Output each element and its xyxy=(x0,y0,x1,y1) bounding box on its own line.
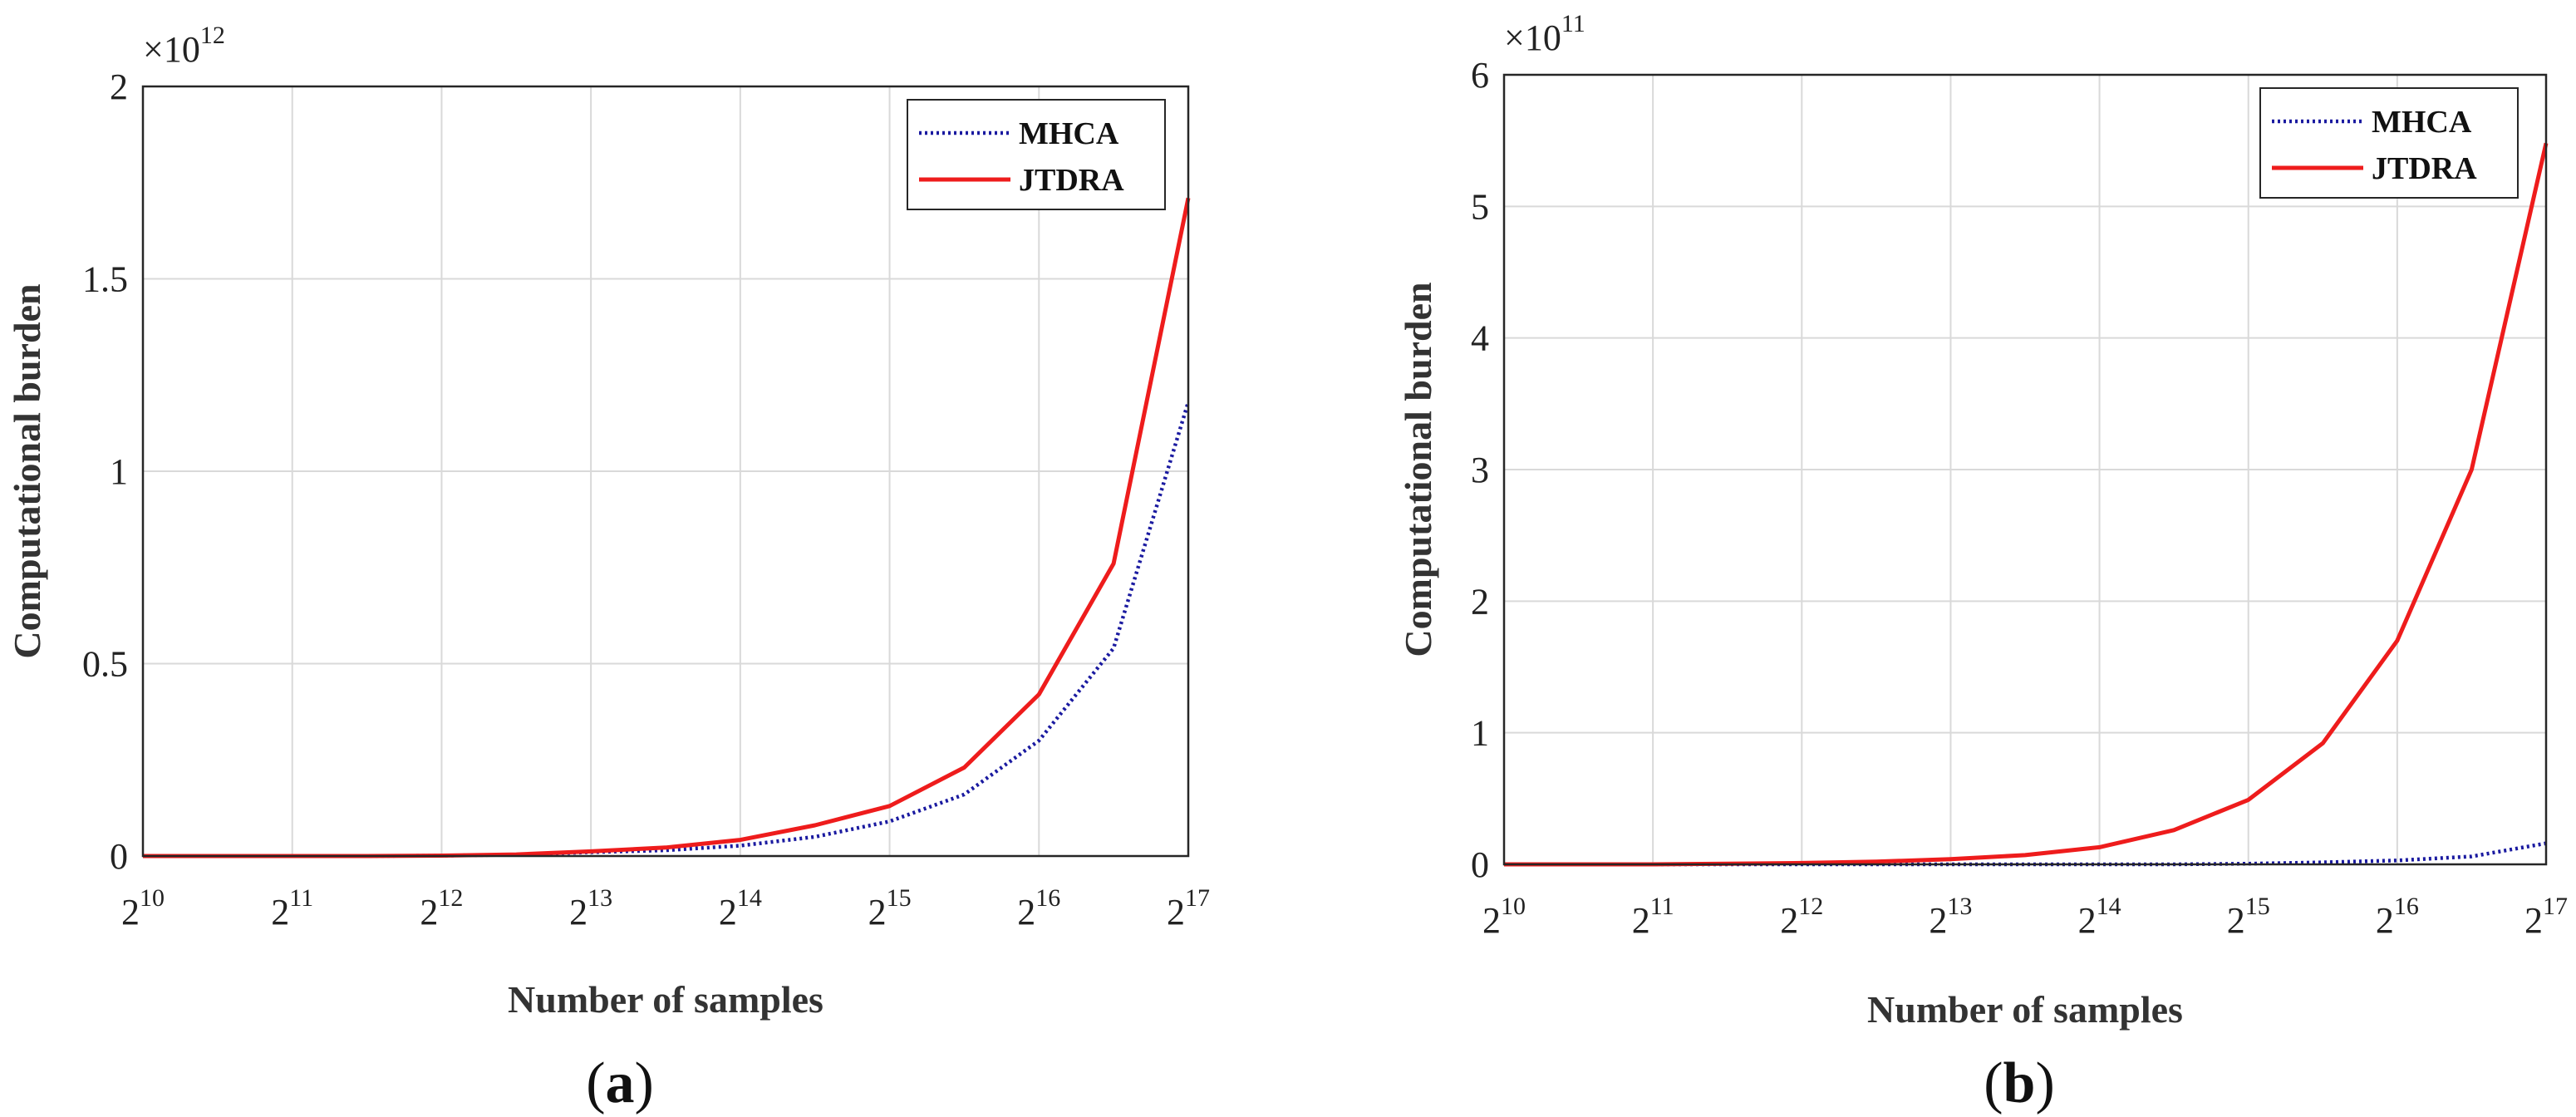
x-tick-label: 213 xyxy=(1929,893,1972,941)
y-axis-label: Computational burden xyxy=(1397,282,1439,657)
x-tick-label: 212 xyxy=(1780,893,1823,941)
y-multiplier-label: ×1012 xyxy=(143,22,225,70)
x-tick-label: 216 xyxy=(2376,893,2419,941)
y-tick-label: 1 xyxy=(110,451,128,492)
y-tick-label: 5 xyxy=(1471,186,1489,227)
x-tick-label: 211 xyxy=(271,884,313,932)
y-tick-label: 6 xyxy=(1471,55,1489,96)
axes-frame xyxy=(1502,73,2548,866)
x-tick-label: 214 xyxy=(2078,893,2121,941)
legend-label-mhca: MHCA xyxy=(2372,105,2472,140)
legend-label-jtdra: JTDRA xyxy=(1019,163,1124,198)
panel-caption: (a) xyxy=(586,1051,654,1115)
y-tick-label: 1 xyxy=(1471,713,1489,754)
x-tick-label: 212 xyxy=(420,884,463,932)
x-tick-label: 214 xyxy=(719,884,762,932)
x-tick-label: 215 xyxy=(2227,893,2270,941)
y-tick-label: 4 xyxy=(1471,318,1489,359)
y-tick-label: 1.5 xyxy=(82,259,128,300)
panel-a: 210 211 212 213 214 215 216 217 0 0.5 1 1.5 2 ×1012 MH… xyxy=(6,22,1210,1115)
legend-box xyxy=(2259,87,2519,199)
x-tick-label: 217 xyxy=(1167,884,1210,932)
y-tick-label: 0.5 xyxy=(82,644,128,685)
y-tick-label: 3 xyxy=(1471,450,1489,490)
legend-label-jtdra: JTDRA xyxy=(2372,151,2477,186)
x-axis-label: Number of samples xyxy=(1867,988,2183,1031)
y-tick-label: 2 xyxy=(110,66,128,107)
x-tick-label: 210 xyxy=(1482,893,1526,941)
series-line-mhca xyxy=(1504,841,2547,867)
y-multiplier-label: ×1011 xyxy=(1504,10,1585,58)
panel-b: 210 211 212 213 214 215 216 217 0 1 2 3 4 5 6 ×1011 MHCA… xyxy=(1397,10,2568,1115)
x-tick-label: 210 xyxy=(121,884,165,932)
axes-frame xyxy=(141,85,1190,858)
x-axis-label: Number of samples xyxy=(508,978,823,1021)
y-tick-label: 2 xyxy=(1471,581,1489,622)
x-tick-label: 211 xyxy=(1632,893,1674,941)
legend-label-mhca: MHCA xyxy=(1019,116,1119,151)
y-tick-label: 0 xyxy=(110,836,128,877)
x-tick-label: 217 xyxy=(2524,893,2568,941)
legend-box xyxy=(907,99,1166,210)
x-tick-label: 216 xyxy=(1017,884,1060,932)
x-tick-label: 213 xyxy=(569,884,612,932)
x-tick-label: 215 xyxy=(868,884,912,932)
y-tick-label: 0 xyxy=(1471,844,1489,885)
panel-caption: (b) xyxy=(1984,1051,2055,1115)
y-axis-label: Computational burden xyxy=(6,283,48,658)
